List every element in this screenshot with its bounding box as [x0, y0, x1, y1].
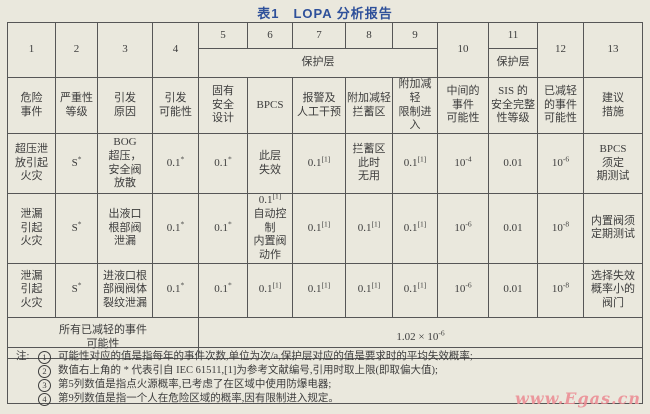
data-cell: 选择失效 概率小的 阀门 — [583, 262, 643, 318]
header-number-cell: 4 — [152, 22, 199, 78]
data-cell: 10-6 — [437, 193, 489, 264]
notes-section: 注: 1 可能性对应的值是指每年的事件次数,单位为次/a,保护层对应的值是要求时… — [7, 347, 643, 406]
header-label-cell: SIS 的安全完整 性等级 — [488, 77, 538, 134]
header-number-cell: 12 — [537, 22, 584, 78]
circled-number: 2 — [38, 365, 51, 378]
data-cell: 0.1[1] — [392, 133, 438, 194]
circled-number: 4 — [38, 393, 51, 406]
header-label-cell: BPCS — [247, 77, 293, 134]
data-cell: 此层 失效 — [247, 133, 293, 194]
data-cell: 0.1* — [198, 193, 248, 264]
data-cell: 10-6 — [437, 262, 489, 318]
data-cell: 内置阀须 定期测试 — [583, 193, 643, 264]
note-line: 3 第5列数值是指点火源概率,已考虑了在区域中使用防爆电器; — [14, 379, 636, 392]
note-line: 2 数值右上角的 * 代表引自 IEC 61511,[1]为参考文献编号,引用时… — [14, 365, 636, 378]
data-cell: 0.1[1] — [247, 262, 293, 318]
header-label-cell: 附加减轻 限制进入 — [392, 77, 438, 134]
note-text: 数值右上角的 * 代表引自 IEC 61511,[1]为参考文献编号,引用时取上… — [58, 365, 438, 376]
header-numbers-row: 1 2 3 4 5 6 7 8 9 10 11 12 13 — [7, 22, 643, 78]
data-cell: BOG 超压， 安全阀 放散 — [97, 133, 153, 194]
data-cell: 10-8 — [537, 262, 584, 318]
data-cell: S* — [55, 193, 98, 264]
circled-number: 3 — [38, 379, 51, 392]
header-label-cell: 报警及 人工干预 — [292, 77, 346, 134]
data-cell: 0.1* — [198, 262, 248, 318]
data-cell: 0.01 — [488, 193, 538, 264]
data-cell: 0.1* — [152, 262, 199, 318]
data-cell: 0.1[1] — [392, 262, 438, 318]
data-cell: 0.1[1] — [292, 133, 346, 194]
header-label-cell: 危险 事件 — [7, 77, 56, 134]
data-cell: 10-4 — [437, 133, 489, 194]
table-row: 超压泄 放引起 火灾 S* BOG 超压， 安全阀 放散 0.1* 0.1* 此层 失效 0… — [7, 133, 643, 194]
data-cell: 0.1[1] — [292, 262, 346, 318]
data-cell: 0.1* — [152, 133, 199, 194]
data-cell: 拦蓄区 此时 无用 — [345, 133, 393, 194]
note-line: 4 第9列数值是指一个人在危险区域的概率,因有限制进入规定。 — [14, 393, 636, 406]
header-number-cell: 10 — [437, 22, 489, 78]
header-number-cell: 6 — [247, 22, 293, 49]
header-label-cell: 建议 措施 — [583, 77, 643, 134]
note-text: 第5列数值是指点火源概率,已考虑了在区域中使用防爆电器; — [58, 379, 332, 390]
header-label-cell: 严重性 等级 — [55, 77, 98, 134]
data-cell: 0.1[1] 自动控制 内置阀 动作 — [247, 192, 293, 264]
watermark: www.Egas.cn — [515, 389, 641, 408]
table-title: 表1 LOPA 分析报告 — [257, 6, 393, 21]
data-cell: 超压泄 放引起 火灾 — [7, 133, 56, 194]
data-cell: 泄漏 引起 火灾 — [7, 262, 56, 318]
protection-layer-row: 保护层 保护层 — [8, 48, 643, 78]
note-text: 可能性对应的值是指每年的事件次数,单位为次/a,保护层对应的值是要求时的平均失效… — [58, 351, 473, 362]
header-label-cell: 固有 安全 设计 — [198, 77, 248, 134]
header-number-cell: 8 — [345, 22, 393, 49]
data-cell: 0.1[1] — [345, 193, 393, 264]
header-number-cell: 3 — [97, 22, 153, 78]
header-number-cell: 11 — [488, 22, 538, 49]
protection-layer-cell: 保护层 — [488, 48, 538, 78]
data-cell: 10-6 — [537, 133, 584, 194]
protection-layer-cell: 保护层 — [198, 48, 438, 78]
data-cell: 0.1* — [152, 193, 199, 264]
header-number-cell: 9 — [392, 22, 438, 49]
data-cell: 出液口 根部阀 泄漏 — [97, 193, 153, 264]
data-cell: 0.01 — [488, 262, 538, 318]
note-text: 第9列数值是指一个人在危险区域的概率,因有限制进入规定。 — [58, 393, 339, 404]
data-cell: 泄漏 引起 火灾 — [7, 193, 56, 264]
note-line: 注: 1 可能性对应的值是指每年的事件次数,单位为次/a,保护层对应的值是要求时… — [14, 351, 636, 364]
header-label-cell: 已减轻 的事件 可能性 — [537, 77, 584, 134]
header-labels-row: 危险 事件 严重性 等级 引发 原因 引发 可能性 固有 安全 设计 BPCS 报警及 人工干… — [7, 77, 643, 134]
summary-row: 所有已减轻的事件 可能性 1.02 × 10-6 — [7, 316, 643, 359]
header-number-cell: 1 — [7, 22, 56, 78]
data-cell: 0.1* — [198, 133, 248, 194]
header-label-cell: 中间的 事件 可能性 — [437, 77, 489, 134]
table-row: 泄漏 引起 火灾 S* 进液口根 部阀阀体 裂纹泄漏 0.1* 0.1* 0.1[1] … — [7, 262, 643, 318]
header-number-cell: 13 — [583, 22, 643, 78]
data-cell: 进液口根 部阀阀体 裂纹泄漏 — [97, 262, 153, 318]
note-prefix: 注: — [16, 351, 30, 362]
circled-number: 1 — [38, 351, 51, 364]
header-number-cell: 2 — [55, 22, 98, 78]
data-cell: 0.1[1] — [345, 262, 393, 318]
header-number-cell: 5 — [198, 22, 248, 49]
data-cell: 0.01 — [488, 133, 538, 194]
data-cell: S* — [55, 262, 98, 318]
data-cell: BPCS 须定 期测试 — [583, 133, 643, 194]
summary-value-cell: 1.02 × 10-6 — [198, 316, 643, 359]
lopa-table: 1 2 3 4 5 6 7 8 9 10 11 12 13 保护层 保护层 危险… — [7, 22, 643, 359]
data-cell: 0.1[1] — [392, 193, 438, 264]
data-cell: 10-8 — [537, 193, 584, 264]
data-cell: S* — [55, 133, 98, 194]
data-cell: 0.1[1] — [292, 193, 346, 264]
table-row: 泄漏 引起 火灾 S* 出液口 根部阀 泄漏 0.1* 0.1* 0.1[1] 自动控制内… — [7, 192, 643, 264]
header-label-cell: 引发 原因 — [97, 77, 153, 134]
header-label-cell: 附加减轻 拦蓄区 — [345, 77, 393, 134]
header-label-cell: 引发 可能性 — [152, 77, 199, 134]
header-number-cell: 7 — [292, 22, 346, 49]
